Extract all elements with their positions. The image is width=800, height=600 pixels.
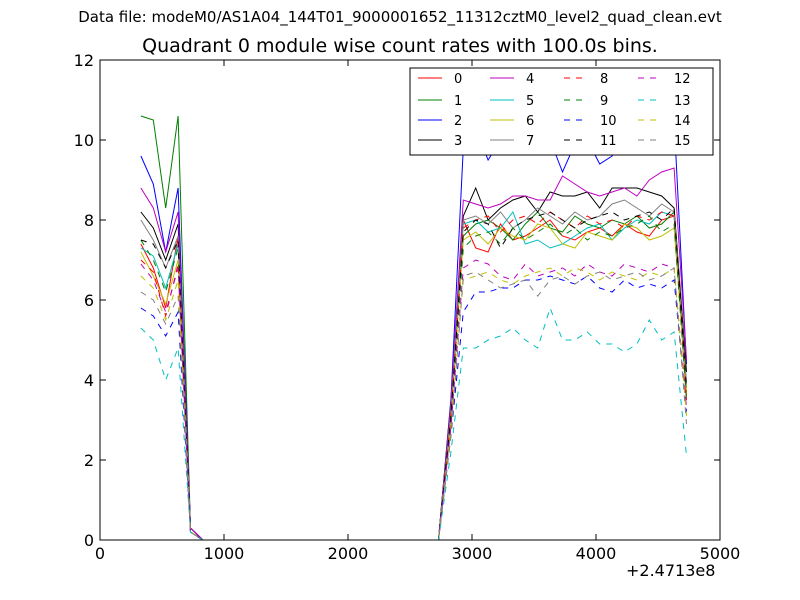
y-tick-label: 12	[74, 51, 94, 70]
x-tick-label: 5000	[700, 544, 741, 563]
legend-label: 6	[526, 114, 534, 129]
x-tick-label: 0	[95, 544, 105, 563]
legend-label: 5	[526, 94, 534, 109]
series-line-13	[140, 306, 687, 541]
chart-title: Quadrant 0 module wise count rates with …	[142, 35, 658, 57]
legend-label: 11	[600, 134, 617, 149]
series-line-2	[140, 118, 687, 541]
x-tick-label: 4000	[576, 544, 617, 563]
series-line-3	[140, 186, 687, 541]
series-line-6	[140, 223, 687, 541]
legend-label: 15	[674, 134, 691, 149]
series-line-0	[140, 215, 687, 541]
series-line-1	[140, 115, 687, 541]
y-tick-label: 2	[84, 451, 94, 470]
series-layer	[140, 115, 687, 541]
x-ticks: 0 1000 2000 3000 4000 5000	[95, 60, 740, 563]
series-line-10	[140, 275, 687, 541]
y-tick-label: 6	[84, 291, 94, 310]
legend-label: 8	[600, 72, 608, 87]
x-tick-label: 3000	[452, 544, 493, 563]
legend-label: 3	[454, 134, 462, 149]
legend-label: 4	[526, 72, 534, 87]
legend-label: 0	[454, 72, 462, 87]
series-line-9	[140, 215, 687, 541]
x-axis-offset-label: +2.4713e8	[626, 561, 716, 580]
legend-label: 2	[454, 114, 462, 129]
series-line-15	[140, 267, 687, 541]
legend-label: 1	[454, 94, 462, 109]
legend-label: 7	[526, 134, 534, 149]
y-tick-label: 10	[74, 131, 94, 150]
legend-frame	[409, 67, 714, 156]
legend-label: 12	[674, 72, 691, 87]
data-file-label: Data file: modeM0/AS1A04_144T01_90000016…	[78, 8, 722, 26]
series-line-11	[140, 206, 687, 541]
series-line-4	[140, 167, 687, 541]
series-line-5	[140, 210, 687, 541]
legend-label: 9	[600, 94, 608, 109]
series-line-12	[140, 259, 687, 541]
series-line-8	[140, 211, 687, 541]
y-tick-label: 8	[84, 211, 94, 230]
y-tick-label: 4	[84, 371, 94, 390]
legend-label: 10	[600, 114, 617, 129]
legend-label: 14	[674, 114, 691, 129]
x-tick-label: 2000	[328, 544, 369, 563]
x-tick-label: 1000	[204, 544, 245, 563]
series-line-14	[140, 267, 687, 541]
legend-label: 13	[674, 94, 691, 109]
series-line-7	[140, 199, 687, 541]
y-tick-label: 0	[84, 531, 94, 550]
